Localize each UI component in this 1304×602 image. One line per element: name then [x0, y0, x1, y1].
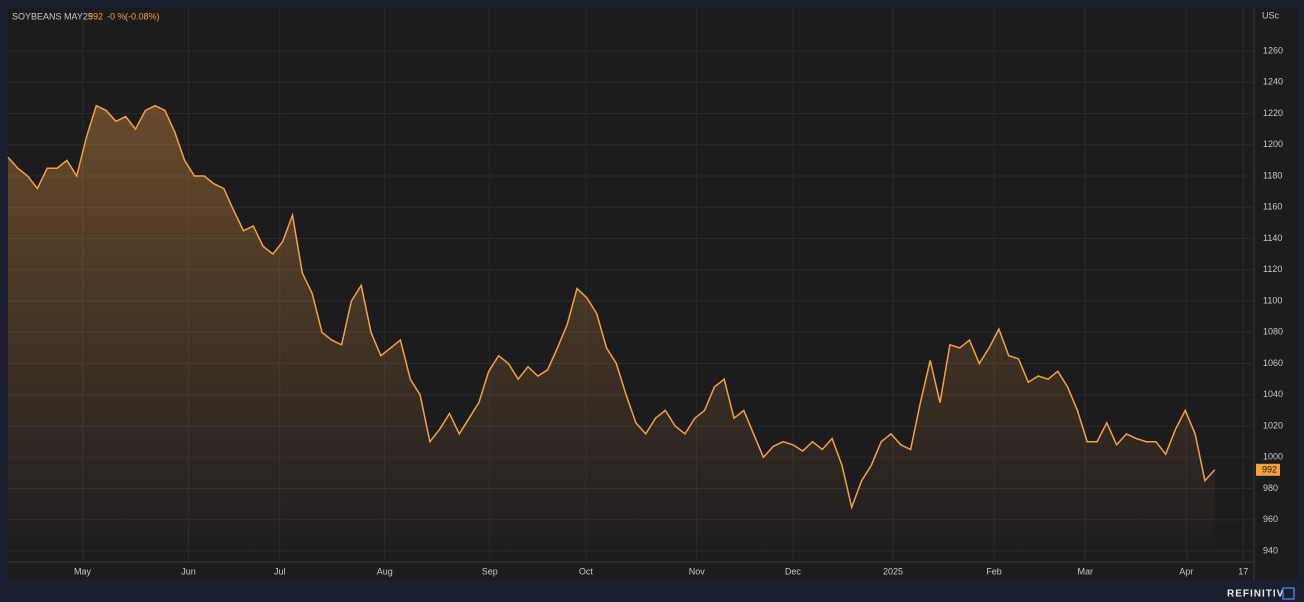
y-tick-label: 1060: [1263, 358, 1283, 368]
y-tick-label: 1100: [1263, 295, 1282, 305]
brand: REFINITIV: [1227, 589, 1284, 600]
last-price-tag-label: 992: [1262, 465, 1277, 475]
y-tick-label: 1080: [1263, 327, 1283, 337]
x-tick-label: Mar: [1078, 566, 1094, 576]
instrument: SOYBEANS MAY25: [12, 11, 93, 21]
x-tick-label: Oct: [579, 566, 594, 576]
x-tick-label: 17: [1238, 566, 1248, 576]
y-tick-label: 1220: [1263, 108, 1283, 118]
x-tick-label: 2025: [883, 566, 903, 576]
y-tick-label: 1140: [1263, 233, 1282, 243]
y-tick-label: 1180: [1263, 170, 1282, 180]
y-tick-label: 980: [1263, 483, 1278, 493]
x-tick-label: Nov: [689, 566, 706, 576]
y-unit: USc: [1262, 10, 1280, 20]
x-tick-label: Aug: [377, 566, 393, 576]
x-tick-label: May: [74, 566, 92, 576]
y-tick-label: 1240: [1263, 77, 1283, 87]
y-tick-label: 1000: [1263, 452, 1283, 462]
x-tick-label: Apr: [1179, 566, 1193, 576]
y-tick-label: 1160: [1263, 202, 1282, 212]
change-pct: (-0.08%): [125, 11, 160, 21]
price-line: [7, 104, 1216, 510]
x-tick-label: Sep: [482, 566, 498, 576]
change: -0 %: [107, 11, 126, 21]
x-tick-label: Jun: [181, 566, 196, 576]
y-tick-label: 940: [1263, 545, 1278, 555]
last-price-tag: [1256, 463, 1280, 476]
y-tick-label: 1200: [1263, 139, 1283, 149]
x-tick-label: Dec: [785, 566, 802, 576]
y-tick-label: 1260: [1263, 45, 1283, 55]
y-tick-label: 1120: [1263, 264, 1282, 274]
y-tick-label: 1040: [1263, 389, 1283, 399]
x-tick-label: Jul: [274, 566, 286, 576]
y-tick-label: 960: [1263, 514, 1278, 524]
area-fill: [8, 105, 1215, 562]
brand-logo: [1282, 587, 1295, 600]
last-price: 992: [88, 11, 103, 21]
y-tick-label: 1020: [1263, 420, 1283, 430]
plot: [7, 104, 1216, 562]
x-tick-label: Feb: [986, 566, 1002, 576]
